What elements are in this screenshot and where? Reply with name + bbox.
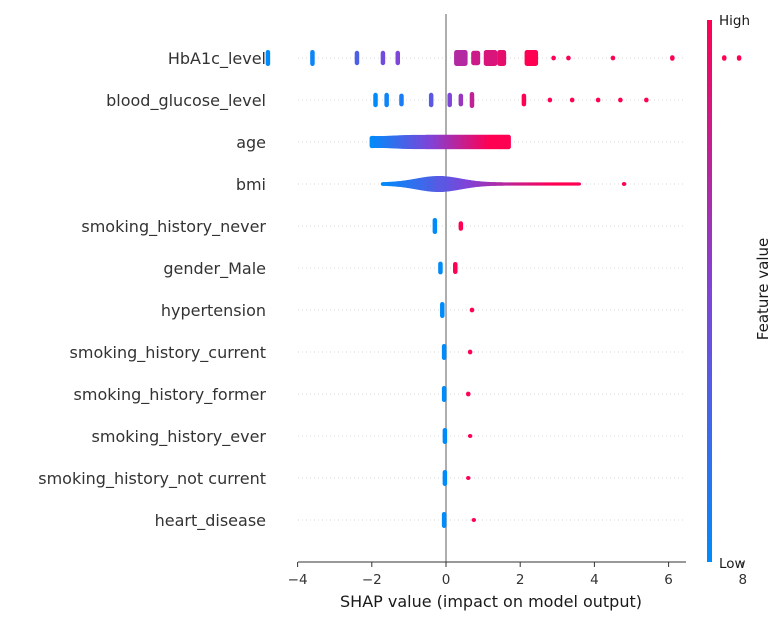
shap-dot bbox=[483, 50, 498, 66]
shap-dot bbox=[521, 93, 527, 107]
feature-label: smoking_history_ever bbox=[92, 427, 267, 447]
shap-dot bbox=[458, 221, 464, 231]
shap-dots bbox=[265, 50, 742, 528]
shap-dot bbox=[736, 55, 742, 61]
shap-dot bbox=[466, 391, 471, 397]
shap-dot bbox=[354, 50, 360, 66]
shap-dot bbox=[467, 434, 473, 438]
shap-dot bbox=[265, 50, 271, 66]
x-tick-label: 2 bbox=[516, 572, 525, 588]
x-tick-label: −4 bbox=[288, 572, 308, 588]
shap-dot bbox=[384, 92, 389, 108]
feature-label: blood_glucose_level bbox=[106, 91, 266, 111]
feature-label: hypertension bbox=[161, 301, 266, 320]
feature-label: age bbox=[236, 133, 266, 152]
colorbar-low-label: Low bbox=[719, 556, 746, 572]
shap-dot bbox=[644, 97, 649, 103]
x-tick-label: 4 bbox=[590, 572, 599, 588]
shap-dot bbox=[447, 92, 452, 108]
shap-dot bbox=[566, 55, 571, 61]
shap-dot bbox=[442, 428, 448, 444]
feature-row-dots bbox=[369, 134, 511, 150]
feature-label: bmi bbox=[236, 175, 266, 194]
shap-dot bbox=[440, 302, 445, 318]
feature-row-dots bbox=[442, 428, 473, 444]
shap-dot bbox=[380, 50, 386, 66]
feature-row-dots bbox=[265, 50, 742, 66]
feature-row-dots bbox=[441, 512, 477, 528]
shap-dot bbox=[610, 55, 616, 61]
shap-dot bbox=[428, 92, 434, 108]
feature-row-dots bbox=[441, 386, 471, 402]
shap-dot bbox=[722, 55, 727, 61]
row-guide-lines bbox=[298, 57, 686, 521]
shap-dot bbox=[432, 218, 438, 234]
x-tick-label: 8 bbox=[739, 572, 748, 588]
shap-dot bbox=[471, 50, 481, 66]
x-tick-label: −2 bbox=[362, 572, 382, 588]
shap-dot bbox=[547, 97, 553, 103]
feature-row-dots bbox=[432, 218, 464, 234]
shap-dot bbox=[438, 261, 443, 275]
feature-row-dots bbox=[438, 261, 458, 275]
colorbar-high-label: High bbox=[719, 13, 750, 29]
shap-dot bbox=[399, 93, 404, 107]
feature-label: smoking_history_not current bbox=[38, 469, 266, 489]
feature-label: gender_Male bbox=[163, 259, 266, 279]
feature-row-dots bbox=[380, 176, 627, 192]
feature-row-dots bbox=[373, 92, 649, 108]
shap-dot bbox=[524, 50, 539, 66]
shap-dot bbox=[442, 470, 448, 486]
shap-dot bbox=[373, 92, 378, 108]
shap-dot bbox=[454, 50, 468, 66]
shap-dot bbox=[310, 50, 315, 66]
shap-dot bbox=[551, 55, 556, 61]
colorbar bbox=[707, 20, 712, 562]
feature-label: heart_disease bbox=[155, 511, 266, 531]
shap-dot bbox=[569, 97, 575, 103]
colorbar-title: Feature value bbox=[754, 238, 772, 340]
feature-label: HbA1c_level bbox=[168, 49, 266, 69]
shap-dot bbox=[441, 386, 447, 402]
shap-dot bbox=[506, 134, 511, 150]
shap-dot bbox=[441, 512, 447, 528]
shap-dot bbox=[497, 50, 507, 66]
shap-dot bbox=[469, 92, 475, 108]
shap-dot bbox=[435, 176, 445, 192]
feature-row-dots bbox=[440, 302, 475, 318]
x-tick-label: 6 bbox=[664, 572, 673, 588]
feature-row-dots bbox=[442, 470, 471, 486]
shap-dot bbox=[576, 182, 582, 186]
shap-dot bbox=[670, 55, 675, 61]
feature-label: smoking_history_never bbox=[81, 217, 266, 237]
feature-row-dots bbox=[441, 344, 473, 360]
shap-dot bbox=[395, 50, 401, 66]
shap-dot bbox=[621, 182, 627, 186]
shap-dot bbox=[453, 262, 458, 274]
shap-dot bbox=[618, 97, 623, 103]
x-axis-ticks: −4 −2 0 2 4 6 8 bbox=[288, 562, 747, 588]
shap-dot bbox=[469, 307, 475, 313]
shap-dot bbox=[467, 349, 473, 355]
shap-dot bbox=[441, 344, 447, 360]
x-axis-title: SHAP value (impact on model output) bbox=[340, 592, 642, 611]
shap-dot bbox=[466, 476, 471, 480]
shap-dot bbox=[595, 97, 601, 103]
feature-label: smoking_history_former bbox=[74, 385, 267, 405]
shap-dot bbox=[458, 93, 464, 107]
shap-dot bbox=[471, 518, 477, 522]
x-tick-label: 0 bbox=[442, 572, 451, 588]
feature-label: smoking_history_current bbox=[70, 343, 266, 363]
